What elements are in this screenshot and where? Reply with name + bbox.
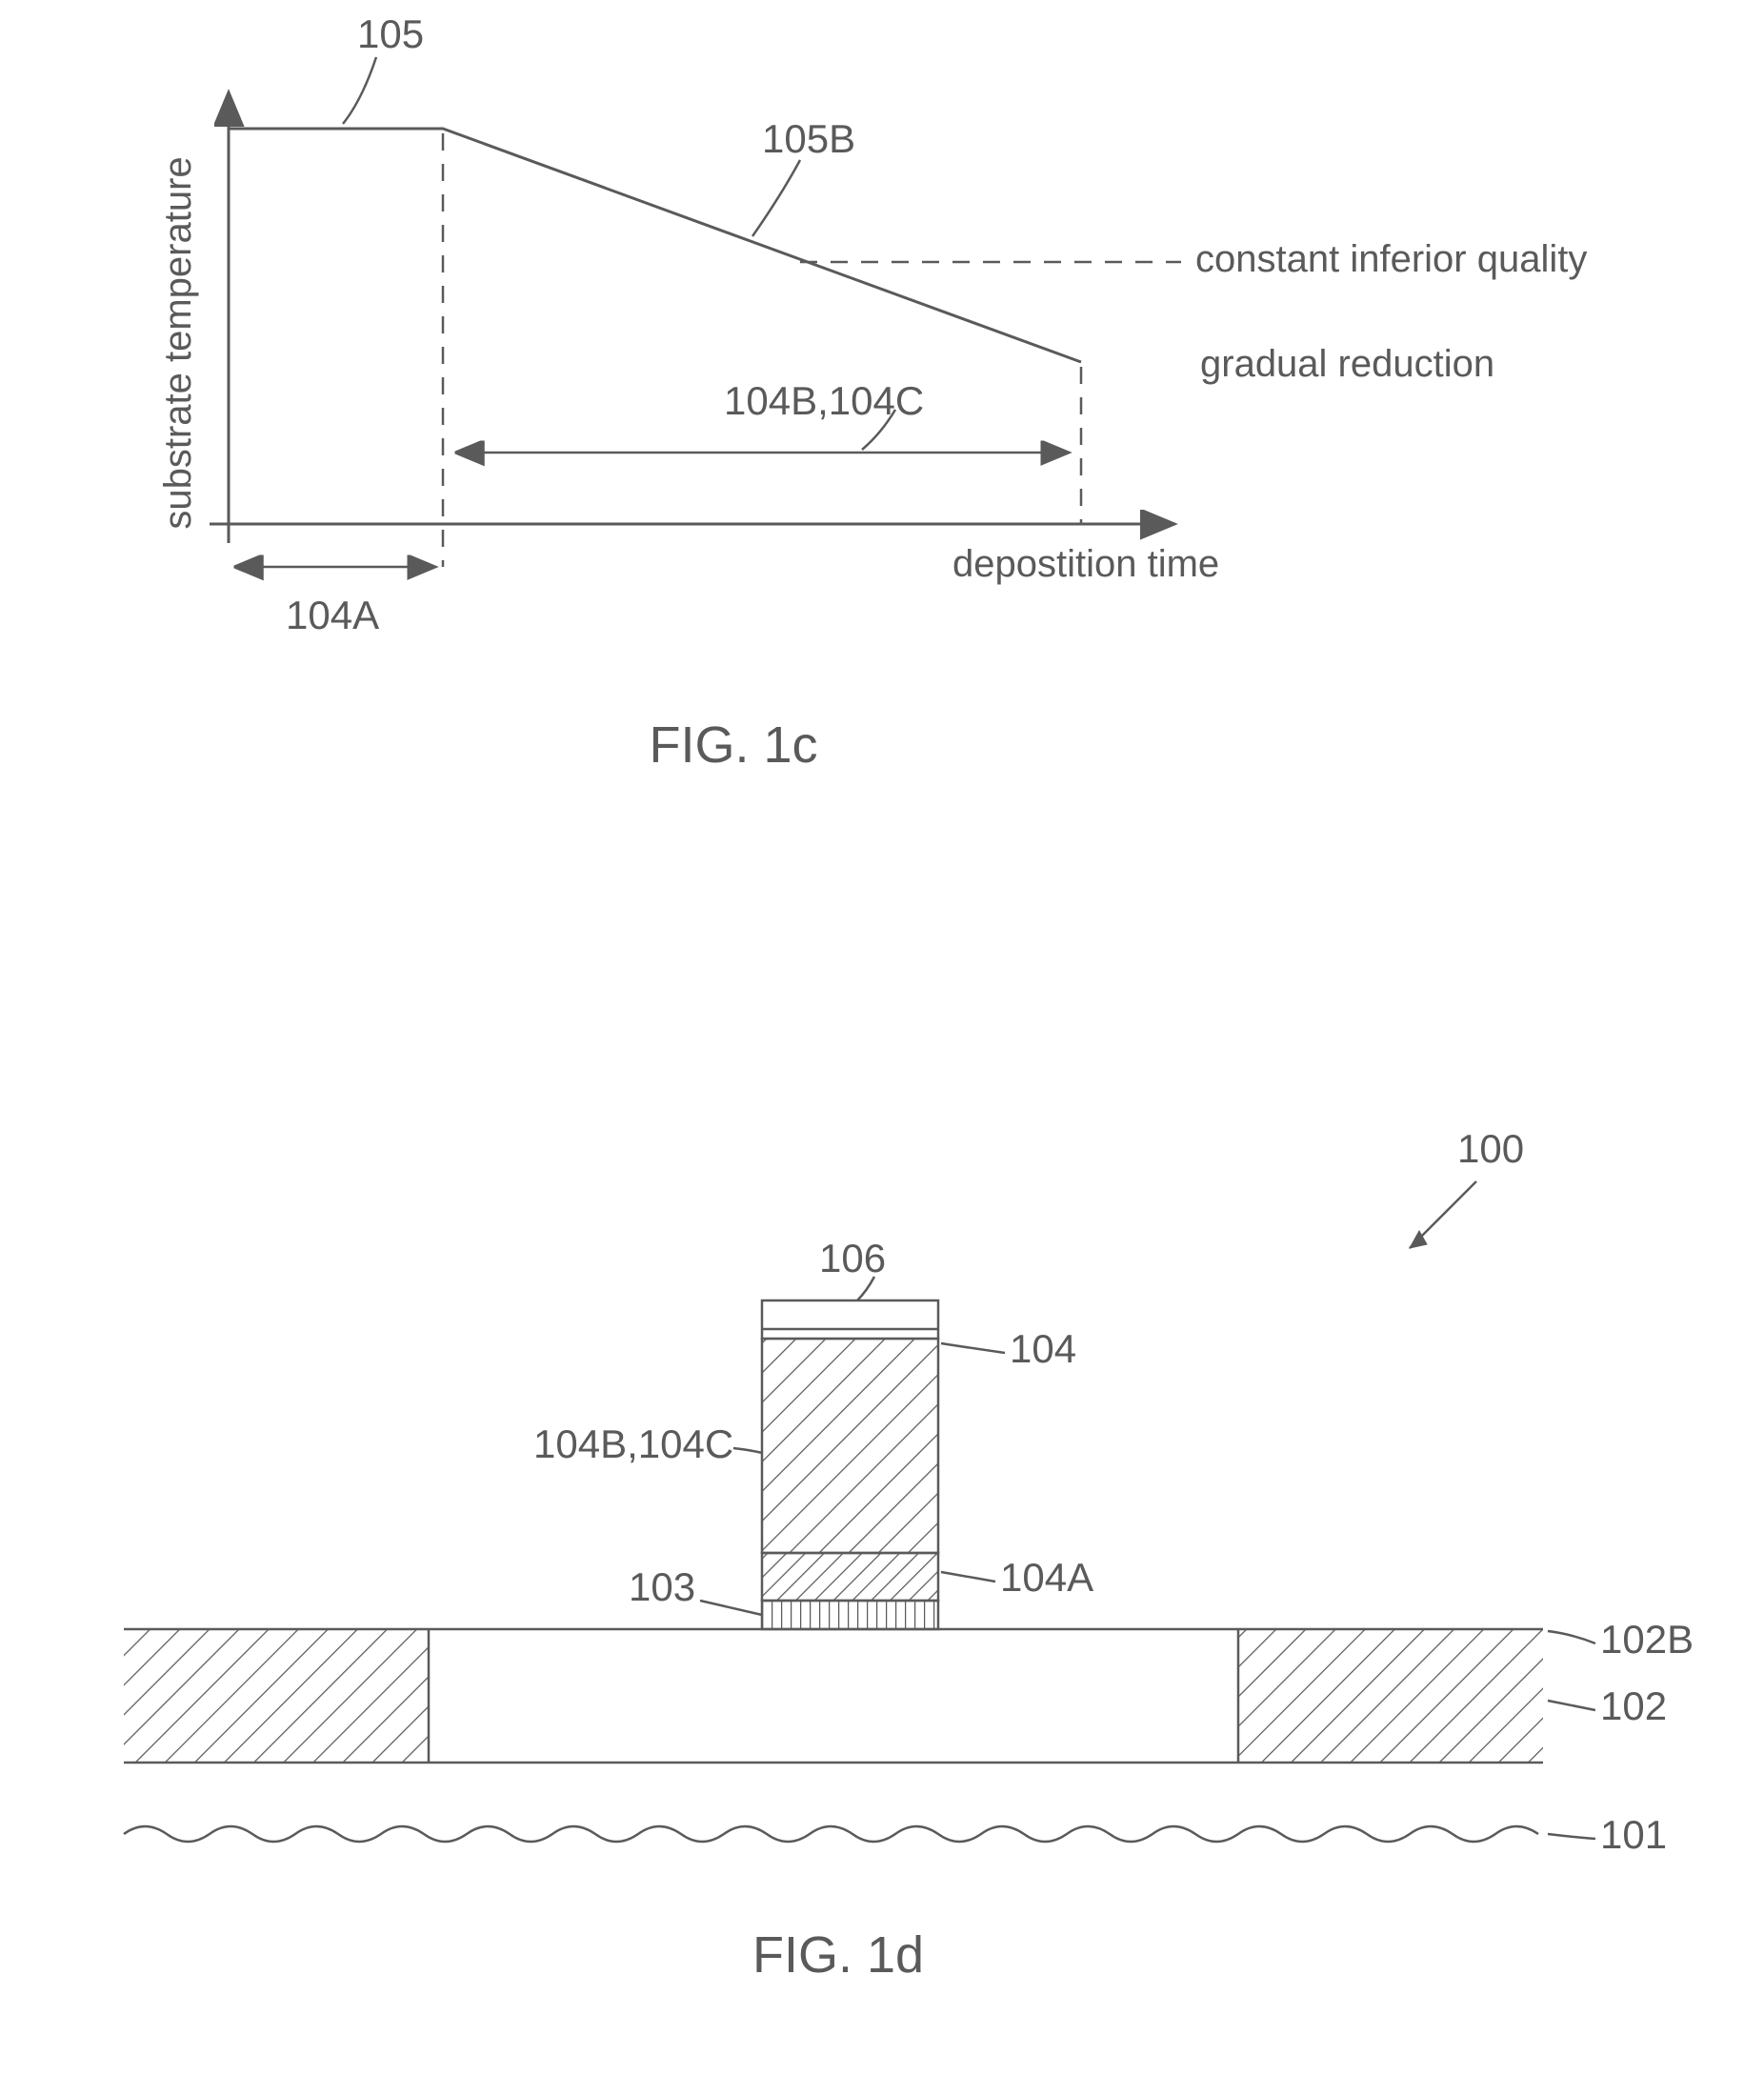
label-101: 101	[1600, 1812, 1667, 1857]
label-gradual: gradual reduction	[1200, 343, 1494, 385]
layer-104a-fill	[762, 1553, 938, 1601]
pointer-102b	[1548, 1631, 1595, 1643]
fig-1d: 100 106 104 104B,104C 103 104A 102B 102 …	[124, 1126, 1694, 1984]
layer-104bc-fill	[762, 1339, 938, 1553]
label-104a: 104A	[286, 593, 379, 637]
iso-right-fill	[1238, 1629, 1543, 1763]
label-104a-d: 104A	[1000, 1555, 1093, 1600]
pointer-101	[1548, 1834, 1595, 1839]
label-102b: 102B	[1600, 1617, 1694, 1662]
label-106: 106	[819, 1236, 886, 1280]
x-axis-label: depostition time	[952, 543, 1219, 585]
pointer-104	[941, 1343, 1005, 1353]
label-103: 103	[629, 1564, 695, 1609]
pointer-104a-d	[941, 1572, 995, 1582]
label-104: 104	[1010, 1326, 1076, 1371]
substrate-101	[124, 1826, 1538, 1842]
y-axis-label: substrate temperature	[157, 156, 199, 529]
iso-left-fill	[124, 1629, 429, 1763]
pointer-104bc-d	[733, 1448, 762, 1453]
layer-106-fill	[762, 1300, 938, 1339]
pointer-103	[700, 1601, 762, 1615]
label-105: 105	[357, 11, 424, 56]
gate-stack	[762, 1300, 938, 1629]
label-104bc-d: 104B,104C	[533, 1421, 733, 1466]
layer-103-fill	[762, 1601, 938, 1629]
pointer-102	[1548, 1701, 1595, 1710]
label-const-quality: constant inferior quality	[1195, 238, 1587, 280]
label-100: 100	[1457, 1126, 1524, 1171]
fig1c-caption: FIG. 1c	[649, 716, 817, 774]
label-102: 102	[1600, 1683, 1667, 1728]
fig1d-caption: FIG. 1d	[752, 1926, 924, 1984]
pointer-105b	[752, 160, 800, 236]
temp-curve	[229, 129, 1081, 362]
label-104bc: 104B,104C	[724, 378, 924, 423]
pointer-105	[343, 57, 376, 124]
label-105b: 105B	[762, 116, 855, 161]
fig-1c: substrate temperature depostition time 1…	[157, 11, 1587, 774]
